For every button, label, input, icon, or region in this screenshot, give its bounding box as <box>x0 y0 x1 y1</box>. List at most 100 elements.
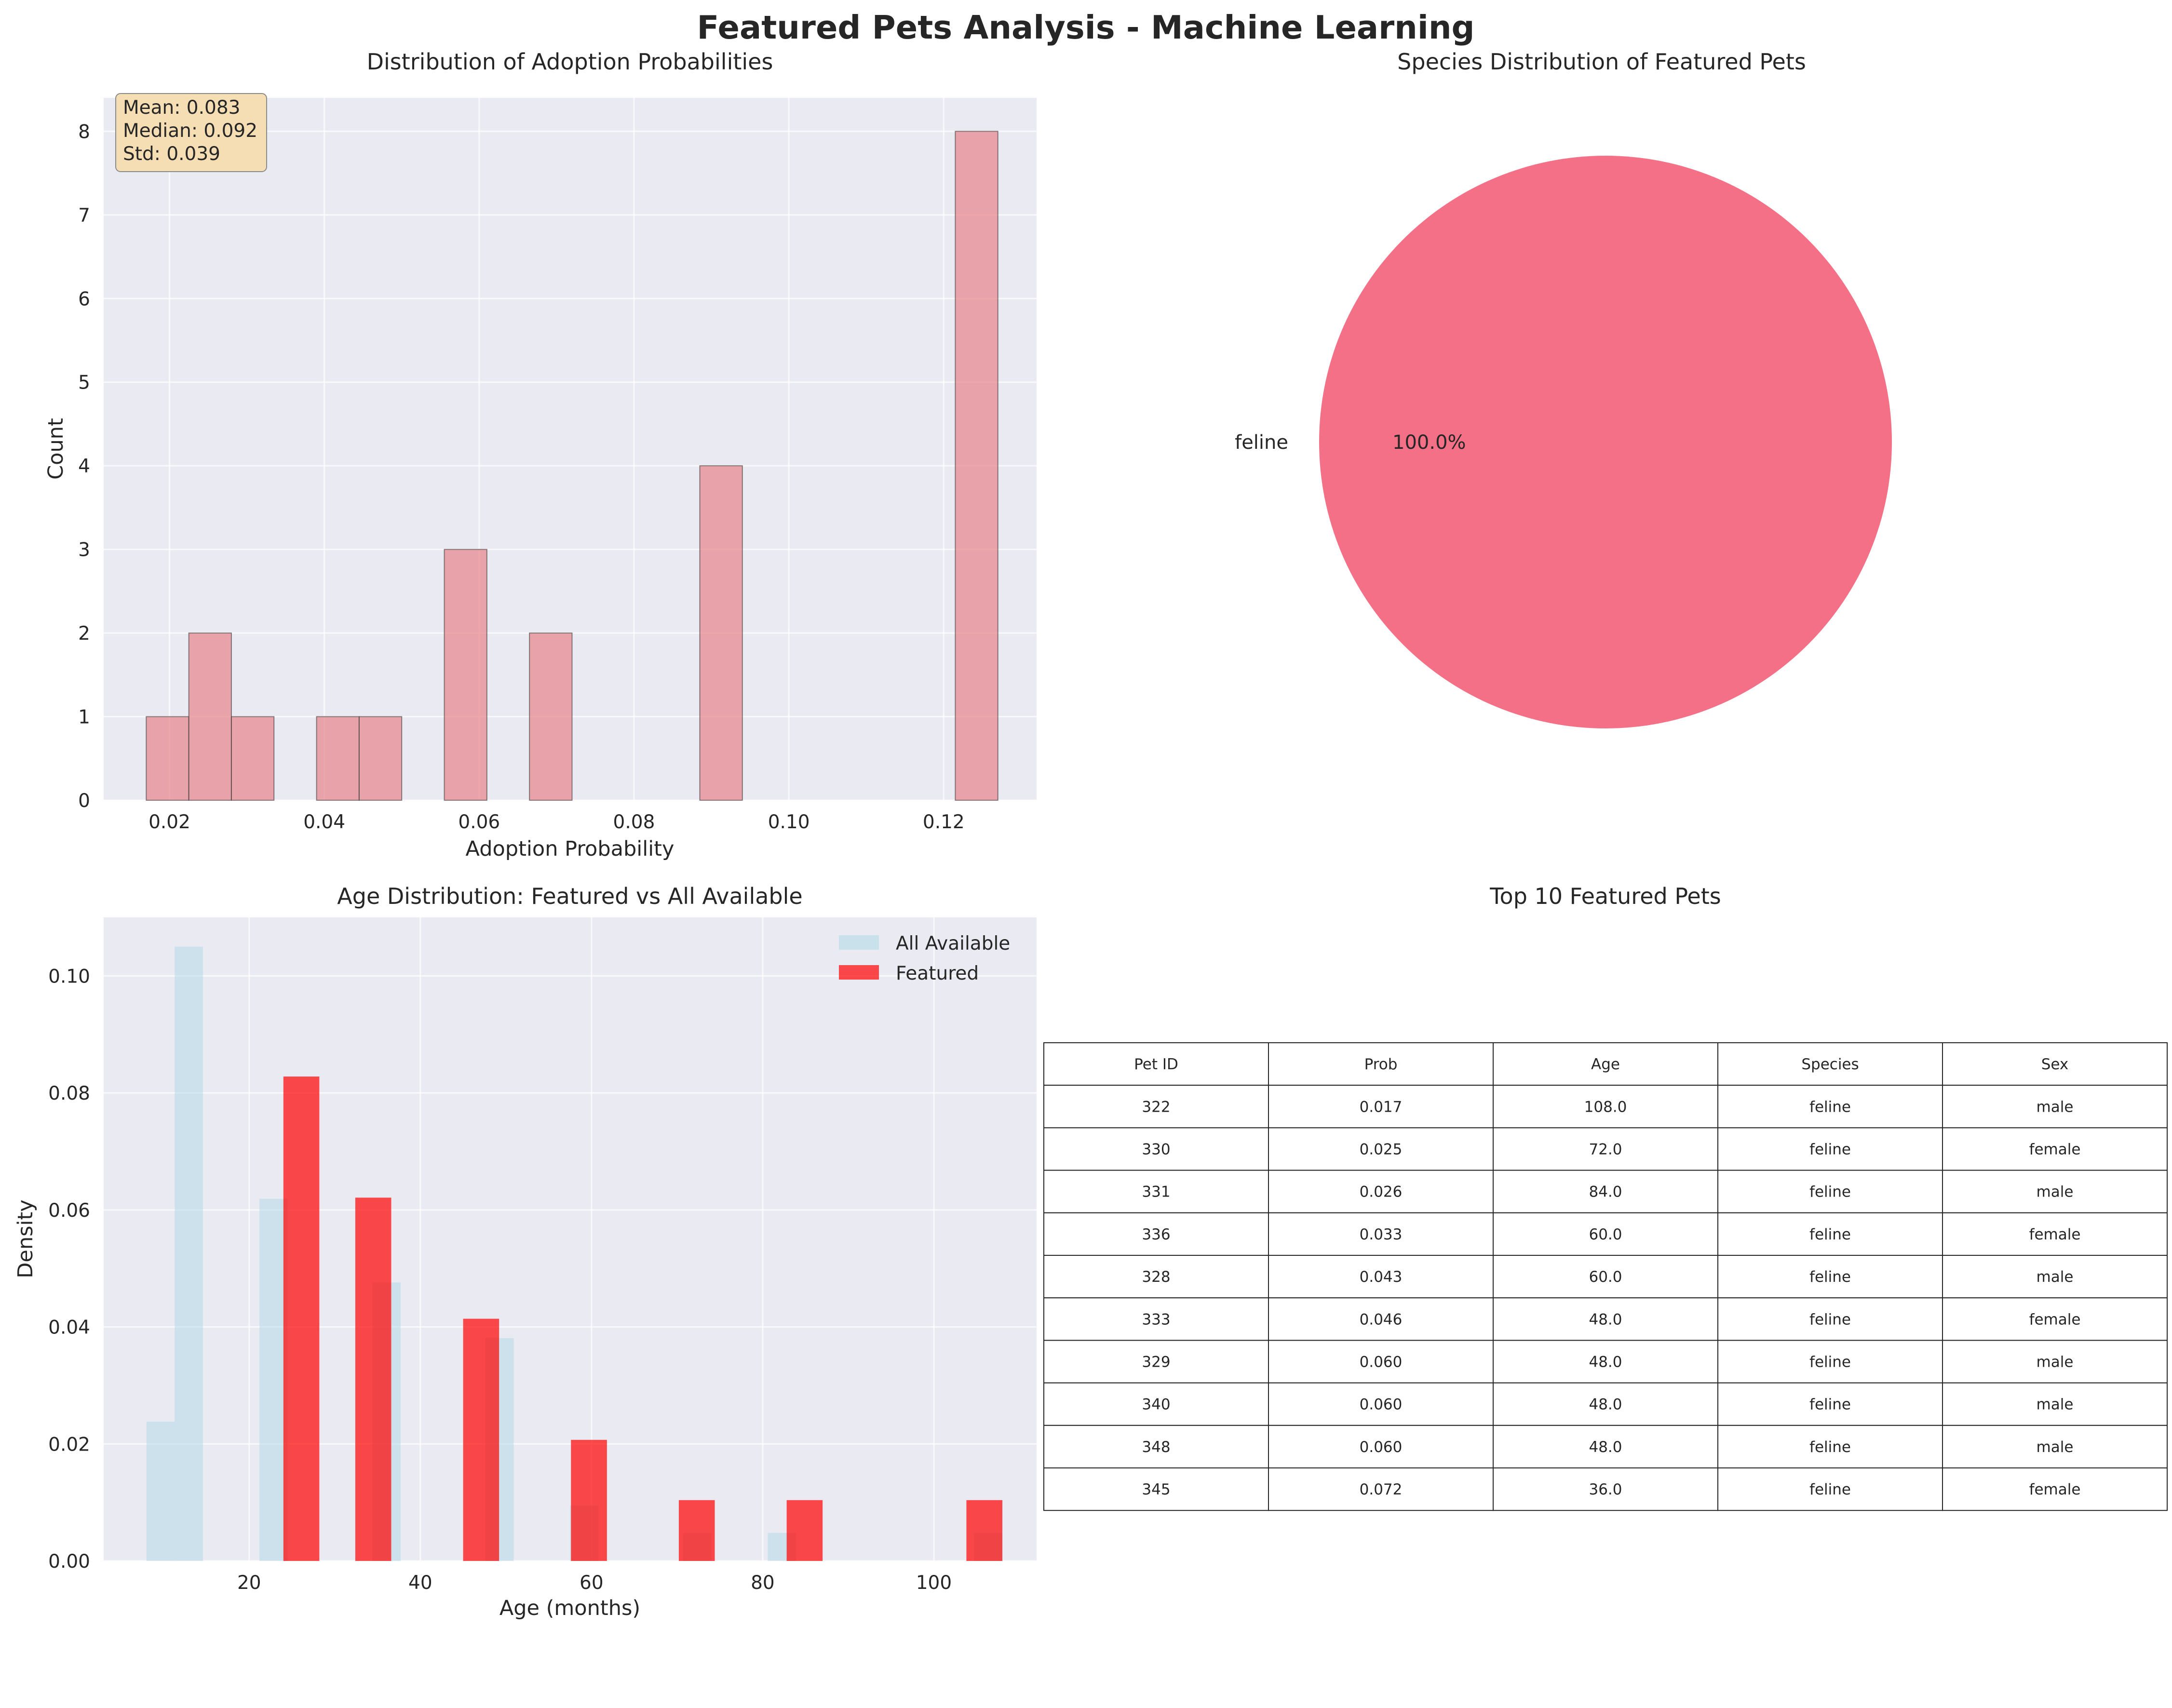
histogram-bar <box>358 716 403 801</box>
p3-bars-featured <box>283 1076 1002 1561</box>
table-cell-text: 0.072 <box>1360 1481 1403 1498</box>
table-cell-text: 0.043 <box>1360 1268 1403 1286</box>
table-cell-text: 60.0 <box>1589 1226 1622 1243</box>
table-cell <box>1942 1127 2168 1171</box>
table-cell <box>1942 1255 2168 1299</box>
p1-bars <box>146 131 998 801</box>
p3-x-tick-label: 40 <box>408 1572 432 1594</box>
p3-y-tick-label: 0.04 <box>48 1317 90 1339</box>
all-available-bar <box>259 1198 288 1561</box>
table-cell-text: female <box>2029 1481 2081 1498</box>
table-cell-text: feline <box>1809 1396 1851 1413</box>
p1-x-axis-label: Adoption Probability <box>466 837 675 861</box>
table-cell <box>1268 1340 1494 1384</box>
table-cell <box>1268 1212 1494 1256</box>
p3-axes-background <box>104 917 1037 1561</box>
p3-gridlines <box>104 917 1037 1562</box>
table-cell-text: 322 <box>1142 1098 1170 1116</box>
p3-y-tick-label: 0.02 <box>48 1434 90 1455</box>
table-cell <box>1493 1467 1718 1511</box>
p1-x-tick-label: 0.08 <box>613 811 655 833</box>
p3-y-ticks: 0.00 0.02 0.04 0.06 0.08 0.10 <box>48 966 90 1573</box>
table-header-cell <box>1268 1042 1494 1086</box>
featured-bar <box>283 1076 320 1561</box>
species-pie-chart: Species Distribution of Featured Pets fe… <box>1235 49 1892 728</box>
table-cell <box>1493 1382 1718 1426</box>
table-cell-text: 336 <box>1142 1226 1170 1243</box>
featured-bar <box>966 1500 1002 1561</box>
table-cell <box>1268 1382 1494 1426</box>
stats-box-background <box>115 93 267 172</box>
table-cell-text: feline <box>1809 1098 1851 1116</box>
table-cell <box>1043 1297 1269 1341</box>
p3-title: Age Distribution: Featured vs All Availa… <box>337 883 802 909</box>
p3-x-tick-label: 20 <box>237 1572 261 1594</box>
legend-swatch-all-available <box>839 935 879 950</box>
age-distribution-histogram: 20 40 60 80 100 0.00 0.02 0.04 0.06 0.08 0.10 Age… <box>13 883 1037 1620</box>
p3-y-tick-label: 0.08 <box>48 1083 90 1104</box>
p1-y-tick-label: 0 <box>78 790 90 812</box>
table-cell <box>1043 1382 1269 1426</box>
p1-y-tick-label: 2 <box>78 623 90 645</box>
p3-y-axis-label: Density <box>13 1199 38 1278</box>
p1-y-tick-label: 3 <box>78 539 90 561</box>
table-cell <box>1043 1467 1269 1511</box>
featured-bar <box>355 1197 391 1561</box>
table-cell-text: feline <box>1809 1268 1851 1286</box>
table-cell-text: male <box>2037 1183 2074 1201</box>
p1-x-tick-label: 0.12 <box>923 811 965 833</box>
table-cell-text: 0.060 <box>1360 1396 1403 1413</box>
stats-std: Std: 0.039 <box>123 143 220 165</box>
legend-swatch-featured <box>839 965 879 980</box>
featured-bar <box>463 1318 499 1561</box>
p1-y-tick-label: 7 <box>78 205 90 227</box>
pie-label-feline: feline <box>1235 431 1288 454</box>
p3-legend: All Available Featured <box>839 933 1010 984</box>
table-cell-text: male <box>2037 1268 2074 1286</box>
table-cell <box>1717 1425 1943 1469</box>
table-cell-text: 48.0 <box>1589 1311 1622 1328</box>
p3-y-tick-label: 0.10 <box>48 966 90 987</box>
stats-median: Median: 0.092 <box>123 120 257 142</box>
table-header-text: Species <box>1801 1056 1859 1073</box>
table-cell <box>1268 1297 1494 1341</box>
table-cell <box>1717 1170 1943 1213</box>
all-available-bar <box>146 1422 175 1561</box>
table-cell-text: male <box>2037 1439 2074 1456</box>
table-header-text: Pet ID <box>1134 1056 1178 1073</box>
table-cell-text: male <box>2037 1354 2074 1371</box>
histogram-bar <box>529 632 573 801</box>
table-cell-text: 0.033 <box>1360 1226 1403 1243</box>
table-cell-text: feline <box>1809 1481 1851 1498</box>
table-cell <box>1043 1212 1269 1256</box>
table-cell-text: 48.0 <box>1589 1354 1622 1371</box>
figure-title: Featured Pets Analysis - Machine Learnin… <box>697 9 1474 46</box>
table-cell <box>1043 1255 1269 1299</box>
p1-y-tick-label: 4 <box>78 456 90 477</box>
table-cell <box>1493 1085 1718 1129</box>
table-cell <box>1268 1170 1494 1213</box>
table-cell-text: 0.025 <box>1360 1141 1403 1158</box>
histogram-bar <box>955 131 998 801</box>
histogram-bar <box>146 716 189 801</box>
table-cell-text: 84.0 <box>1589 1183 1622 1201</box>
table-cell-text: 345 <box>1142 1481 1170 1498</box>
table-cell <box>1717 1212 1943 1256</box>
table-cell-text: 72.0 <box>1589 1141 1622 1158</box>
p1-x-tick-label: 0.10 <box>768 811 810 833</box>
table-cell <box>1268 1425 1494 1469</box>
table-cell-text: feline <box>1809 1226 1851 1243</box>
table-cell-text: 0.046 <box>1360 1311 1403 1328</box>
featured-bar <box>786 1500 823 1561</box>
table-cell-text: male <box>2037 1098 2074 1116</box>
adoption-probability-histogram: 0.02 0.04 0.06 0.08 0.10 0.12 0 1 2 3 4 5 6 7 8 Distr… <box>44 49 1037 861</box>
table-header-cell <box>1942 1042 2168 1086</box>
table-cell <box>1493 1170 1718 1213</box>
table-cell-text: 108.0 <box>1584 1098 1627 1116</box>
legend-label-featured: Featured <box>896 963 979 984</box>
table-cell-text: 0.026 <box>1360 1183 1403 1201</box>
table-header-cell <box>1717 1042 1943 1086</box>
p1-x-ticks: 0.02 0.04 0.06 0.08 0.10 0.12 <box>148 811 965 833</box>
histogram-bar <box>188 632 232 801</box>
table-cell-text: feline <box>1809 1183 1851 1201</box>
